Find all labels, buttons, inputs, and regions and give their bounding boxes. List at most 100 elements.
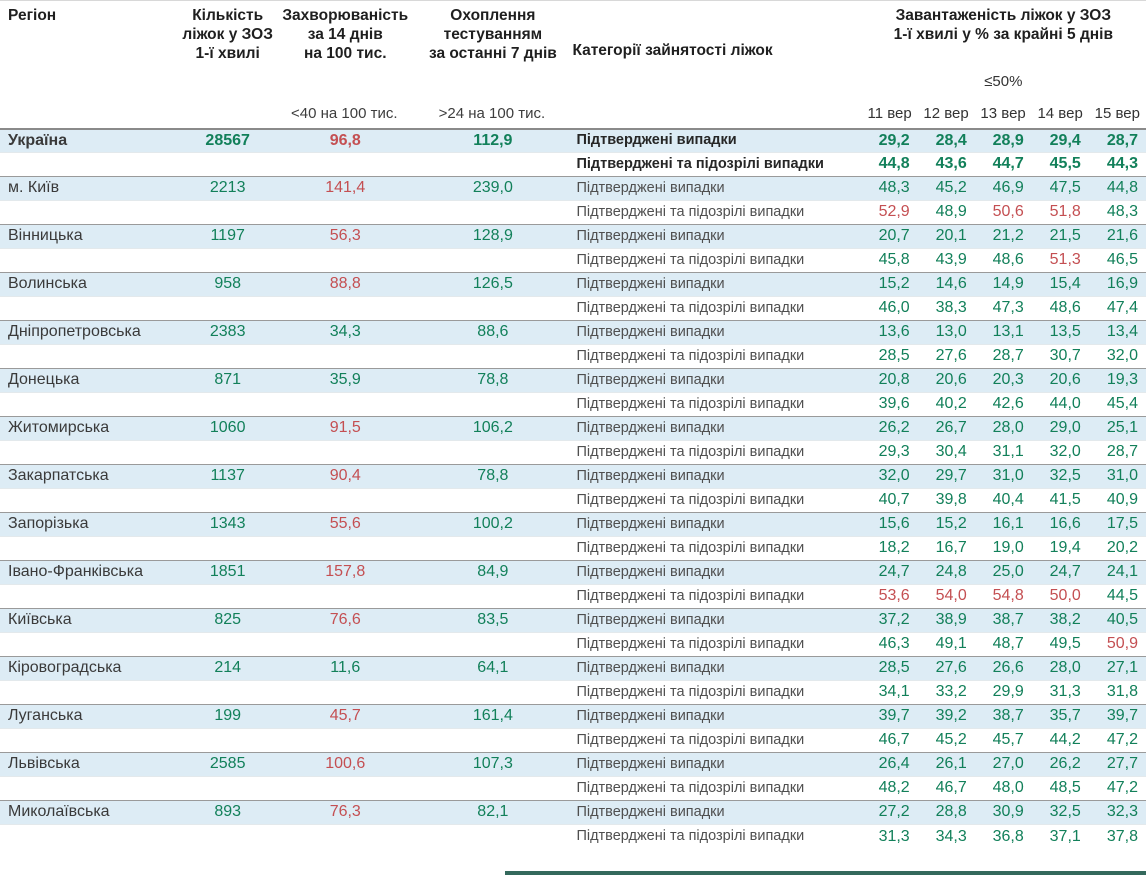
occupancy-value: 25,1: [1088, 416, 1146, 441]
occupancy-value: 16,1: [974, 512, 1032, 537]
region-name: Миколаївська: [0, 800, 181, 825]
region-row-confirmed-suspected: Підтверджені та підозрілі випадки 46,0 38,…: [0, 296, 1146, 321]
occupancy-value: 28,5: [860, 656, 918, 681]
region-row-confirmed-suspected: Підтверджені та підозрілі випадки 45,8 43,…: [0, 248, 1146, 273]
testing-value: 126,5: [415, 272, 571, 297]
beds-count: 893: [180, 800, 276, 825]
region-row-confirmed-suspected: Підтверджені та підозрілі випадки 52,9 48,…: [0, 200, 1146, 225]
occupancy-value: 35,7: [1031, 704, 1089, 729]
spacer-cell: [0, 392, 181, 417]
spacer-cell: [0, 200, 181, 225]
spacer-cell: [180, 536, 276, 561]
region-row-confirmed-suspected: Підтверджені та підозрілі випадки 31,3 34,…: [0, 824, 1146, 849]
spacer-cell: [415, 344, 571, 369]
occupancy-threshold-label: ≤50%: [984, 72, 1023, 90]
spacer-cell: [275, 632, 416, 657]
occupancy-value: 48,3: [860, 176, 918, 201]
occupancy-value: 28,4: [917, 128, 975, 153]
occupancy-value: 45,2: [917, 176, 975, 201]
incidence-value: 141,4: [275, 176, 416, 201]
incidence-threshold-label: <40 на 100 тис.: [275, 98, 416, 130]
spacer-cell: [275, 536, 416, 561]
occupancy-value: 24,7: [1031, 560, 1089, 585]
spacer-cell: [180, 488, 276, 513]
category-label: Підтверджені та підозрілі випадки: [570, 728, 861, 753]
beds-count: 958: [180, 272, 276, 297]
beds-count: 199: [180, 704, 276, 729]
occupancy-value: 31,8: [1088, 680, 1146, 705]
occupancy-value: 46,3: [860, 632, 918, 657]
occupancy-value: 39,2: [917, 704, 975, 729]
region-row-confirmed-suspected: Підтверджені та підозрілі випадки 18,2 16,…: [0, 536, 1146, 561]
date-column-header: 15 вер: [1088, 98, 1146, 130]
category-label: Підтверджені випадки: [570, 464, 861, 489]
beds-count: 1137: [180, 464, 276, 489]
occupancy-value: 54,8: [974, 584, 1032, 609]
occupancy-value: 26,1: [917, 752, 975, 777]
occupancy-value: 48,7: [974, 632, 1032, 657]
incidence-value: 157,8: [275, 560, 416, 585]
region-name: Україна: [0, 128, 181, 153]
occupancy-value: 46,5: [1088, 248, 1146, 273]
category-label: Підтверджені та підозрілі випадки: [570, 152, 861, 177]
occupancy-value: 45,7: [974, 728, 1032, 753]
occupancy-value: 44,8: [860, 152, 918, 177]
date-column-header: 14 вер: [1031, 98, 1089, 130]
testing-value: 106,2: [415, 416, 571, 441]
occupancy-value: 14,6: [917, 272, 975, 297]
spacer-cell: [0, 488, 181, 513]
next-row-cutoff-bar: [505, 871, 1146, 875]
occupancy-value: 31,0: [974, 464, 1032, 489]
occupancy-value: 48,3: [1088, 200, 1146, 225]
occupancy-value: 13,5: [1031, 320, 1089, 345]
region-row-confirmed: м. Київ 2213 141,4 239,0 Підтверджені випадк…: [0, 176, 1146, 201]
spacer-cell: [415, 776, 571, 801]
spacer-cell: [0, 776, 181, 801]
occupancy-value: 52,9: [860, 200, 918, 225]
occupancy-value: 38,7: [974, 704, 1032, 729]
occupancy-value: 38,3: [917, 296, 975, 321]
occupancy-value: 45,5: [1031, 152, 1089, 177]
occupancy-value: 29,0: [1031, 416, 1089, 441]
region-name: Кіровоградська: [0, 656, 181, 681]
spacer-cell: [415, 248, 571, 273]
spacer-cell: [0, 824, 181, 849]
occupancy-value: 44,7: [974, 152, 1032, 177]
occupancy-value: 47,5: [1031, 176, 1089, 201]
category-label: Підтверджені випадки: [570, 560, 861, 585]
occupancy-value: 51,3: [1031, 248, 1089, 273]
category-label: Підтверджені та підозрілі випадки: [570, 200, 861, 225]
region-name: Запорізька: [0, 512, 181, 537]
occupancy-value: 27,2: [860, 800, 918, 825]
occupancy-value: 13,6: [860, 320, 918, 345]
occupancy-value: 17,5: [1088, 512, 1146, 537]
occupancy-value: 26,2: [860, 416, 918, 441]
spacer-cell: [415, 440, 571, 465]
occupancy-value: 39,8: [917, 488, 975, 513]
occupancy-value: 13,0: [917, 320, 975, 345]
occupancy-value: 13,4: [1088, 320, 1146, 345]
beds-count: 2383: [180, 320, 276, 345]
occupancy-value: 20,3: [974, 368, 1032, 393]
occupancy-value: 46,7: [917, 776, 975, 801]
region-row-confirmed: Київська 825 76,6 83,5 Підтверджені випадки 3…: [0, 608, 1146, 633]
incidence-value: 100,6: [275, 752, 416, 777]
category-label: Підтверджені та підозрілі випадки: [570, 440, 861, 465]
spacer-cell: [275, 152, 416, 177]
occupancy-value: 29,7: [917, 464, 975, 489]
region-row-confirmed: Дніпропетровська 2383 34,3 88,6 Підтверджені…: [0, 320, 1146, 345]
occupancy-value: 34,3: [917, 824, 975, 849]
category-label: Підтверджені випадки: [570, 416, 861, 441]
header-row-threshold: ≤50%: [0, 73, 1146, 99]
spacer-cell: [180, 344, 276, 369]
spacer-cell: [415, 728, 571, 753]
spacer-cell: [180, 680, 276, 705]
region-name: Житомирська: [0, 416, 181, 441]
occupancy-value: 40,5: [1088, 608, 1146, 633]
occupancy-value: 16,6: [1031, 512, 1089, 537]
incidence-value: 56,3: [275, 224, 416, 249]
occupancy-value: 15,2: [917, 512, 975, 537]
occupancy-value: 37,8: [1088, 824, 1146, 849]
category-label: Підтверджені та підозрілі випадки: [570, 296, 861, 321]
spacer-cell: [180, 824, 276, 849]
